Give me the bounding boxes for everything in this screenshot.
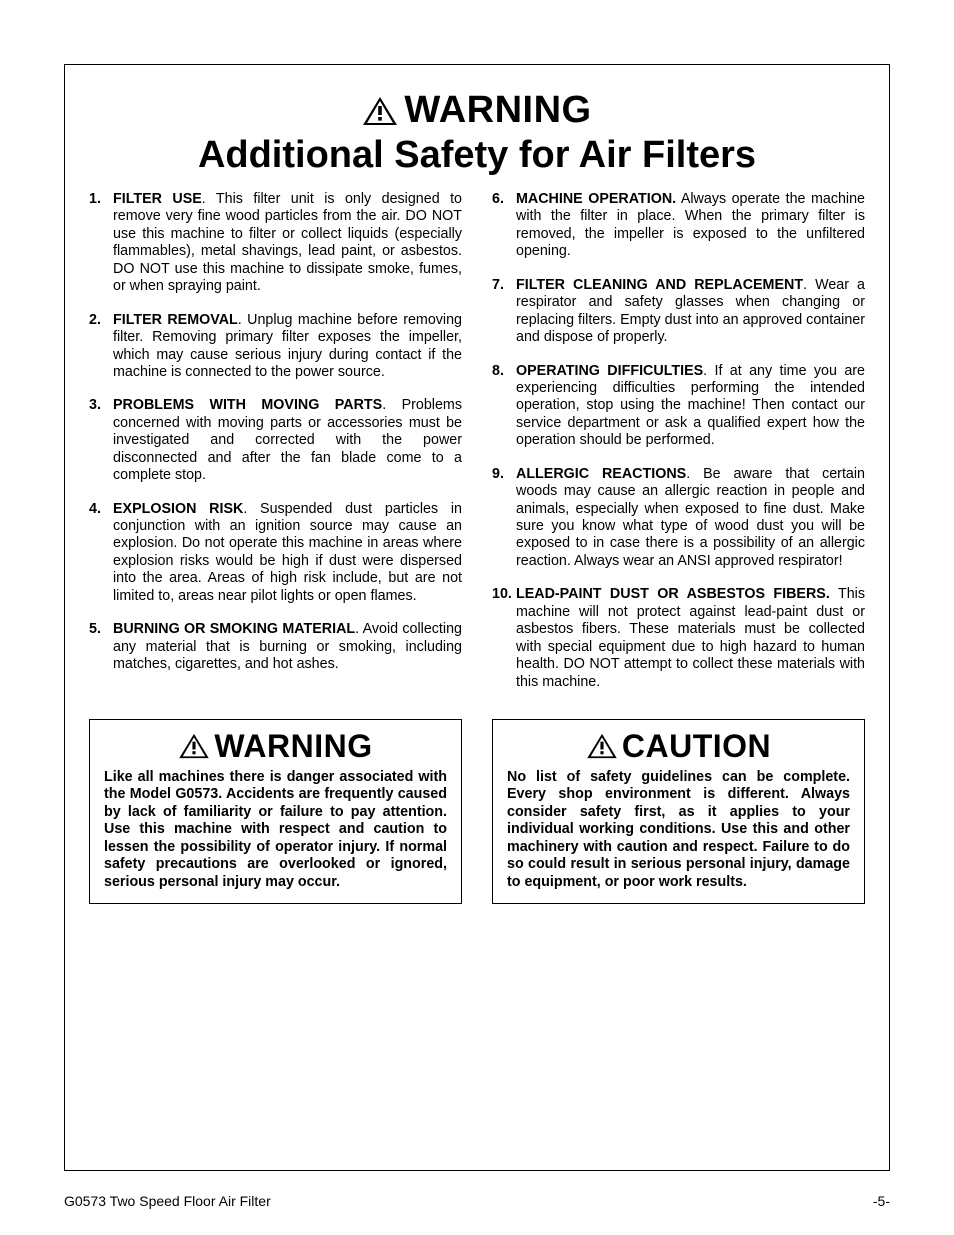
item-body: EXPLOSION RISK. Suspended dust particles… — [113, 501, 462, 606]
warning-box-text: Like all machines there is danger associ… — [104, 769, 447, 891]
item-title: PROBLEMS WITH MOVING PARTS — [113, 397, 382, 413]
item-title: EXPLOSION RISK — [113, 501, 243, 517]
page-footer: G0573 Two Speed Floor Air Filter -5- — [64, 1193, 890, 1209]
item-number: 5. — [89, 621, 113, 673]
safety-item: 9.ALLERGIC REACTIONS. Be aware that cert… — [492, 466, 865, 571]
item-number: 3. — [89, 397, 113, 484]
safety-item: 2.FILTER REMOVAL. Unplug machine before … — [89, 312, 462, 382]
item-number: 2. — [89, 312, 113, 382]
item-title: MACHINE OPERATION. — [516, 191, 676, 207]
footer-left: G0573 Two Speed Floor Air Filter — [64, 1193, 271, 1209]
page-border: WARNING Additional Safety for Air Filter… — [64, 64, 890, 1171]
item-number: 7. — [492, 277, 516, 347]
item-title: FILTER REMOVAL — [113, 312, 238, 328]
item-title: ALLERGIC REACTIONS — [516, 466, 686, 482]
safety-item: 6.MACHINE OPERATION. Always operate the … — [492, 191, 865, 261]
page-subtitle: Additional Safety for Air Filters — [89, 134, 865, 177]
item-body: FILTER USE. This filter unit is only des… — [113, 191, 462, 296]
column-right: 6.MACHINE OPERATION. Always operate the … — [492, 191, 865, 707]
item-number: 9. — [492, 466, 516, 571]
footer-right: -5- — [873, 1193, 890, 1209]
caution-box-header: CAUTION — [507, 728, 850, 765]
warning-header-line: WARNING — [362, 89, 591, 132]
item-body: BURNING OR SMOKING MATERIAL. Avoid colle… — [113, 621, 462, 673]
item-body: ALLERGIC REACTIONS. Be aware that certai… — [516, 466, 865, 571]
item-body: OPERATING DIFFICULTIES. If at any time y… — [516, 363, 865, 450]
item-title: FILTER CLEANING AND REPLACEMENT — [516, 277, 803, 293]
safety-item: 8.OPERATING DIFFICULTIES. If at any time… — [492, 363, 865, 450]
item-body: MACHINE OPERATION. Always operate the ma… — [516, 191, 865, 261]
item-number: 6. — [492, 191, 516, 261]
safety-items-columns: 1.FILTER USE. This filter unit is only d… — [89, 191, 865, 707]
caution-box-label: CAUTION — [622, 728, 771, 765]
safety-item: 1.FILTER USE. This filter unit is only d… — [89, 191, 462, 296]
column-left: 1.FILTER USE. This filter unit is only d… — [89, 191, 462, 707]
warning-label: WARNING — [404, 89, 591, 132]
item-title: LEAD-PAINT DUST OR ASBESTOS FIBERS. — [516, 586, 830, 602]
warning-box-header: WARNING — [104, 728, 447, 765]
item-number: 4. — [89, 501, 113, 606]
main-header: WARNING Additional Safety for Air Filter… — [89, 89, 865, 177]
item-body: FILTER REMOVAL. Unplug machine before re… — [113, 312, 462, 382]
alert-triangle-icon — [586, 733, 618, 759]
item-title: FILTER USE — [113, 191, 202, 207]
item-body: FILTER CLEANING AND REPLACEMENT. Wear a … — [516, 277, 865, 347]
item-number: 8. — [492, 363, 516, 450]
item-title: BURNING OR SMOKING MATERIAL — [113, 621, 355, 637]
safety-item: 3.PROBLEMS WITH MOVING PARTS. Problems c… — [89, 397, 462, 484]
callout-boxes: WARNING Like all machines there is dange… — [89, 719, 865, 904]
item-body: LEAD-PAINT DUST OR ASBESTOS FIBERS. This… — [516, 586, 865, 691]
item-title: OPERATING DIFFICULTIES — [516, 363, 703, 379]
item-number: 10. — [492, 586, 516, 691]
safety-item: 4.EXPLOSION RISK. Suspended dust particl… — [89, 501, 462, 606]
safety-item: 10.LEAD-PAINT DUST OR ASBESTOS FIBERS. T… — [492, 586, 865, 691]
alert-triangle-icon — [178, 733, 210, 759]
item-number: 1. — [89, 191, 113, 296]
caution-box-text: No list of safety guidelines can be comp… — [507, 769, 850, 891]
alert-triangle-icon — [362, 96, 398, 126]
safety-item: 7.FILTER CLEANING AND REPLACEMENT. Wear … — [492, 277, 865, 347]
caution-box: CAUTION No list of safety guidelines can… — [492, 719, 865, 904]
warning-box-label: WARNING — [214, 728, 372, 765]
safety-item: 5.BURNING OR SMOKING MATERIAL. Avoid col… — [89, 621, 462, 673]
warning-box: WARNING Like all machines there is dange… — [89, 719, 462, 904]
item-body: PROBLEMS WITH MOVING PARTS. Problems con… — [113, 397, 462, 484]
